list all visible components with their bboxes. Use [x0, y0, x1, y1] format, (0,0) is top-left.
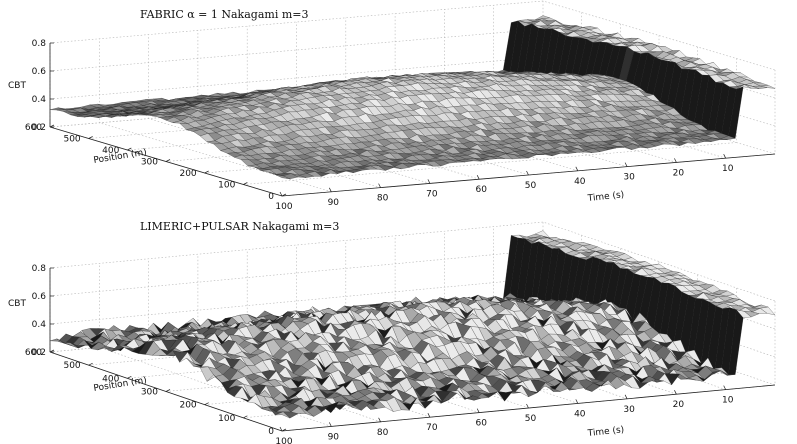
- y-tick-label: 300: [141, 158, 158, 168]
- x-tick-label: 50: [525, 181, 537, 191]
- x-tick: [328, 187, 332, 192]
- y-tick: [165, 159, 171, 162]
- y-tick: [88, 362, 93, 366]
- chart-title: FABRIC α = 1 Nakagami m=3: [140, 8, 308, 21]
- z-tick-label: 0.4: [32, 95, 47, 105]
- z-axis-label: CBT: [8, 299, 26, 309]
- x-tick-label: 80: [377, 428, 389, 438]
- y-tick-label: 100: [218, 414, 235, 424]
- z-tick-label: 0.8: [32, 264, 47, 274]
- x-tick-label: 60: [475, 419, 487, 429]
- x-tick-label: 80: [377, 194, 389, 204]
- x-tick-label: 30: [623, 405, 635, 415]
- x-tick: [575, 166, 579, 171]
- x-tick-label: 20: [673, 400, 685, 410]
- y-tick: [204, 402, 209, 405]
- y-tick-label: 200: [179, 169, 196, 179]
- surface-plot-fabric: FABRIC α = 1 Nakagami m=3 0.20.40.60.801…: [8, 0, 776, 212]
- x-tick: [674, 158, 677, 163]
- x-tick-label: 10: [722, 164, 734, 174]
- y-tick-label: 400: [102, 146, 119, 156]
- surface-patch: [275, 174, 291, 180]
- y-tick: [243, 415, 248, 419]
- z-tick-label: 0.6: [32, 67, 47, 77]
- x-tick-label: 30: [623, 173, 635, 183]
- x-tick-label: 70: [426, 189, 438, 199]
- x-tick: [427, 179, 431, 184]
- y-tick-label: 500: [63, 135, 80, 145]
- x-axis-label: Time (s): [586, 190, 624, 204]
- surface-plot-limeric-pulsar: LIMERIC+PULSAR Nakagami m=3 0.20.40.60.8…: [8, 220, 776, 444]
- x-tick-label: 100: [275, 202, 292, 212]
- y-tick-label: 0: [268, 427, 274, 437]
- x-tick-label: 90: [328, 198, 340, 208]
- y-tick-label: 0: [268, 192, 274, 202]
- surface: [49, 15, 776, 180]
- z-tick-label: 0.6: [32, 292, 47, 302]
- y-tick: [49, 124, 55, 128]
- z-axis-label: CBT: [8, 81, 26, 91]
- y-tick-label: 300: [141, 388, 158, 398]
- x-tick: [526, 170, 529, 176]
- x-tick-label: 40: [574, 177, 586, 187]
- y-tick: [165, 389, 171, 392]
- x-tick-label: 90: [328, 432, 340, 442]
- x-axis-label: Time (s): [586, 425, 624, 439]
- y-axis-label: Position (m): [93, 376, 148, 394]
- y-tick: [243, 182, 248, 185]
- y-tick: [88, 136, 93, 139]
- y-tick: [127, 147, 132, 151]
- y-tick-label: 100: [218, 181, 235, 191]
- x-tick-label: 50: [525, 414, 537, 424]
- y-tick-label: 200: [179, 401, 196, 411]
- x-tick-label: 40: [574, 409, 586, 419]
- x-tick: [476, 175, 480, 180]
- x-tick: [378, 183, 381, 188]
- y-axis-label: Position (m): [93, 148, 148, 166]
- chart-title: LIMERIC+PULSAR Nakagami m=3: [140, 220, 339, 233]
- grid-line: [49, 221, 776, 302]
- x-tick-label: 70: [426, 423, 438, 433]
- z-tick-label: 0.4: [32, 320, 47, 330]
- y-tick-label: 600: [25, 123, 42, 133]
- x-tick-label: 20: [673, 168, 685, 178]
- x-tick: [723, 154, 727, 159]
- z-tick-label: 0.8: [32, 39, 47, 49]
- x-tick-label: 10: [722, 396, 734, 406]
- y-tick: [204, 170, 209, 174]
- x-tick: [624, 162, 628, 167]
- surface: [49, 230, 776, 419]
- x-tick-label: 60: [475, 185, 487, 195]
- z-tick-label: 0.2: [32, 123, 46, 133]
- y-tick-label: 600: [25, 348, 42, 358]
- x-tick-label: 100: [275, 437, 292, 444]
- y-tick-label: 500: [63, 361, 80, 371]
- x-tick: [279, 191, 283, 197]
